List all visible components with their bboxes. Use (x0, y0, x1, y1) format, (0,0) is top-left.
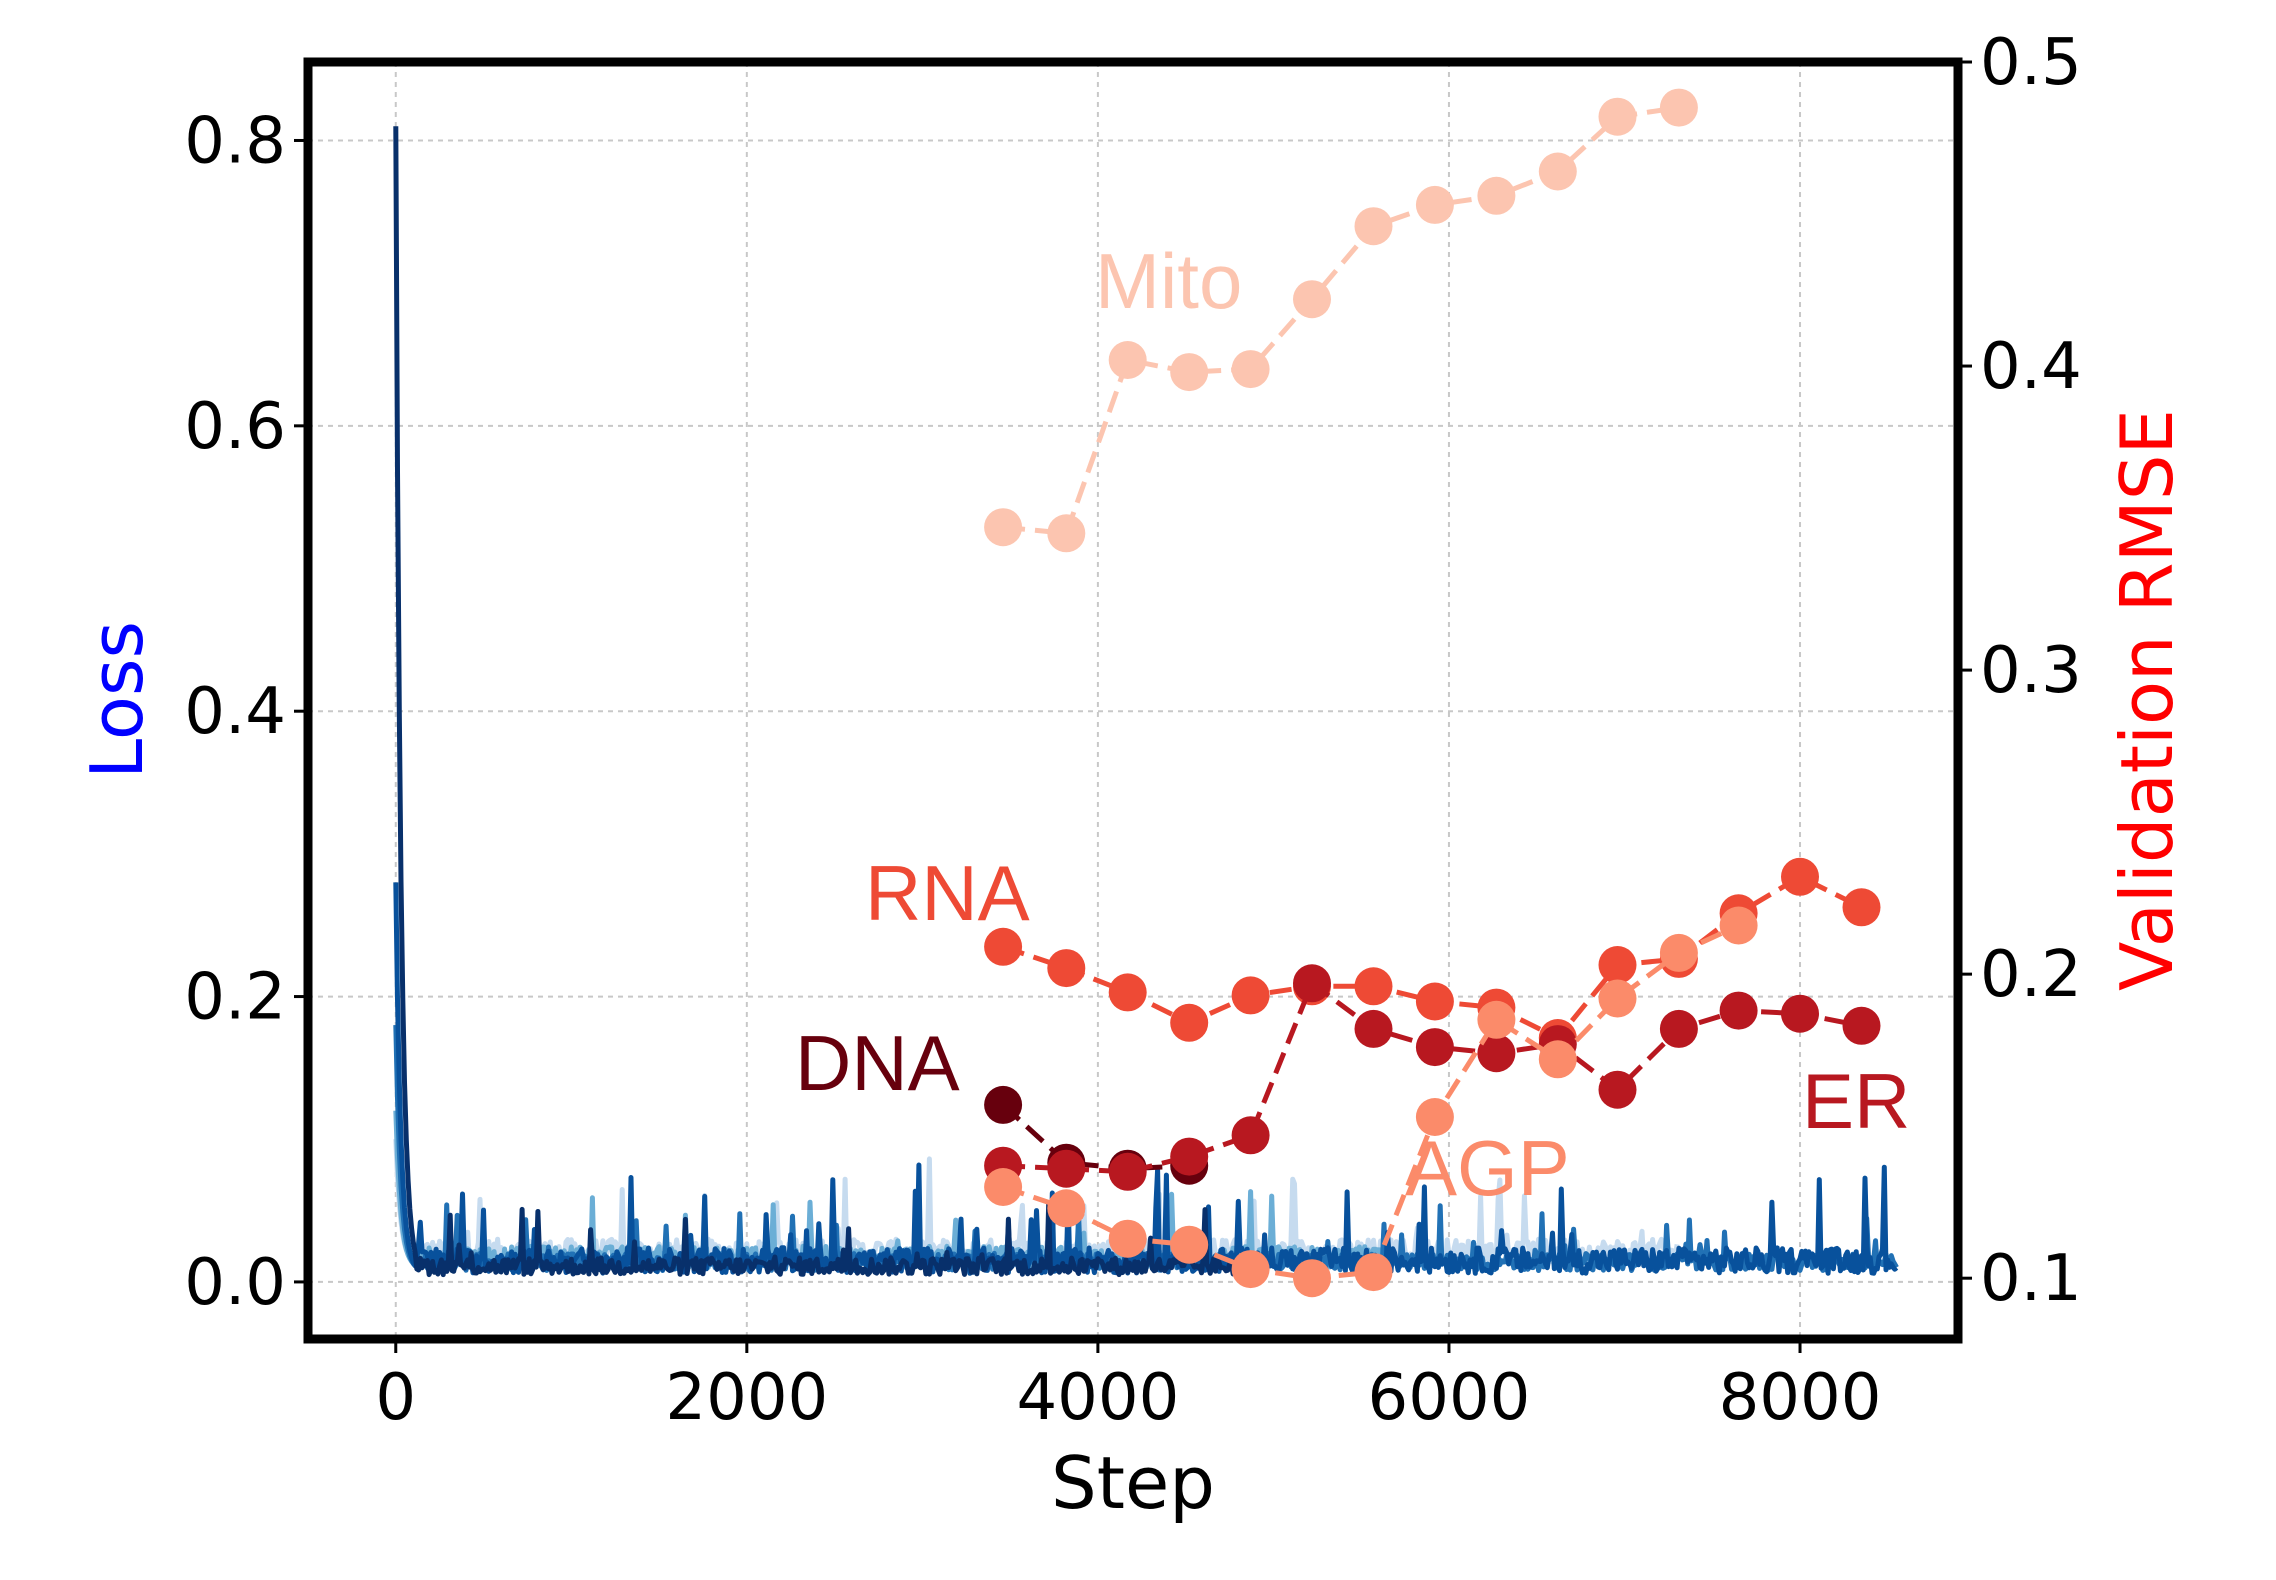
rmse-point-agp (1415, 1098, 1454, 1136)
x-tick-label: 8000 (1719, 1361, 1882, 1435)
rmse-point-rna (1354, 967, 1393, 1006)
rmse-point-mito (1170, 353, 1209, 392)
rmse-point-mito (1477, 176, 1516, 215)
loss-lines (393, 126, 1899, 1278)
rmse-point-mito (1354, 207, 1393, 246)
y-right-tick-label: 0.3 (1980, 634, 2082, 708)
rmse-point-er (1108, 1152, 1147, 1191)
rmse-point-agp (1293, 1259, 1331, 1298)
y-left-tick-label: 0.8 (184, 104, 286, 178)
rmse-point-agp (984, 1168, 1023, 1206)
rmse-point-rna (1108, 973, 1147, 1012)
series-label-dna: DNA (795, 1019, 960, 1107)
rmse-point-er (1842, 1006, 1881, 1045)
y-right-tick-label: 0.5 (1980, 26, 2082, 100)
x-tick-label: 4000 (1016, 1361, 1179, 1435)
rmse-point-agp (1598, 979, 1637, 1018)
series-label-er: ER (1802, 1057, 1910, 1145)
rmse-point-er (1781, 994, 1819, 1033)
rmse-point-rna (1231, 976, 1270, 1015)
rmse-point-er (1598, 1070, 1637, 1109)
rmse-point-er (1293, 964, 1331, 1003)
y-axis-title-right: Validation RMSE (2105, 409, 2189, 991)
rmse-point-rna (984, 927, 1023, 966)
rmse-point-rna (1170, 1003, 1209, 1042)
series-label-rna: RNA (865, 849, 1030, 937)
rmse-point-rna (1842, 888, 1881, 927)
rmse-point-dna (984, 1085, 1023, 1124)
x-tick-label: 6000 (1368, 1361, 1531, 1435)
x-tick-label: 0 (375, 1361, 416, 1435)
rmse-point-mito (1598, 97, 1637, 136)
rmse-point-rna (1415, 982, 1454, 1021)
rmse-point-mito (1108, 341, 1147, 379)
plot-frame (303, 57, 1963, 1344)
rmse-point-rna (1598, 946, 1637, 984)
rmse-point-mito (1047, 514, 1086, 553)
rmse-point-er (1719, 991, 1758, 1030)
rmse-point-er (1415, 1028, 1454, 1067)
rmse-series (984, 88, 1881, 1298)
rmse-point-er (1354, 1009, 1393, 1048)
y-left-tick-label: 0.6 (184, 390, 286, 464)
series-label-mito: Mito (1095, 237, 1242, 325)
rmse-point-agp (1170, 1225, 1209, 1264)
y-axis-title-left: Loss (75, 621, 159, 779)
rmse-line-mito (1002, 105, 1680, 536)
rmse-point-er (1659, 1009, 1698, 1048)
rmse-point-agp (1659, 933, 1698, 972)
x-tick-label: 2000 (665, 1361, 828, 1435)
rmse-point-agp (1354, 1253, 1393, 1292)
rmse-point-mito (1415, 185, 1454, 224)
loss-line-dna (393, 126, 1241, 1278)
rmse-point-er (1047, 1149, 1086, 1188)
rmse-point-mito (1659, 88, 1698, 127)
rmse-point-mito (1293, 280, 1331, 319)
y-left-tick-label: 0.4 (184, 675, 286, 749)
y-right-tick-label: 0.2 (1980, 938, 2082, 1012)
rmse-point-agp (1719, 906, 1758, 945)
x-axis-title: Step (1051, 1441, 1215, 1525)
rmse-point-er (1477, 1034, 1516, 1073)
rmse-line-dna (1001, 1103, 1190, 1172)
rmse-point-rna (1781, 857, 1819, 896)
rmse-point-agp (1108, 1219, 1147, 1258)
rmse-point-agp (1231, 1250, 1270, 1289)
rmse-point-agp (1477, 1000, 1516, 1039)
rmse-point-mito (1538, 152, 1577, 191)
rmse-point-rna (1047, 949, 1086, 988)
series-label-agp: AGP (1405, 1124, 1570, 1212)
rmse-point-agp (1047, 1189, 1086, 1228)
rmse-point-mito (984, 508, 1023, 547)
axis-ticks: 0 2000 4000 6000 8000 0.0 0.2 0.4 0.6 0.8 0.1 0.2 0.… (184, 26, 2082, 1435)
y-right-tick-label: 0.1 (1980, 1242, 2082, 1316)
rmse-point-er (1231, 1116, 1270, 1155)
rmse-point-er (1170, 1137, 1209, 1176)
y-left-tick-label: 0.0 (184, 1246, 286, 1320)
y-left-tick-label: 0.2 (184, 961, 286, 1035)
rmse-point-mito (1231, 350, 1270, 389)
y-right-tick-label: 0.4 (1980, 330, 2082, 404)
rmse-point-agp (1538, 1040, 1577, 1079)
